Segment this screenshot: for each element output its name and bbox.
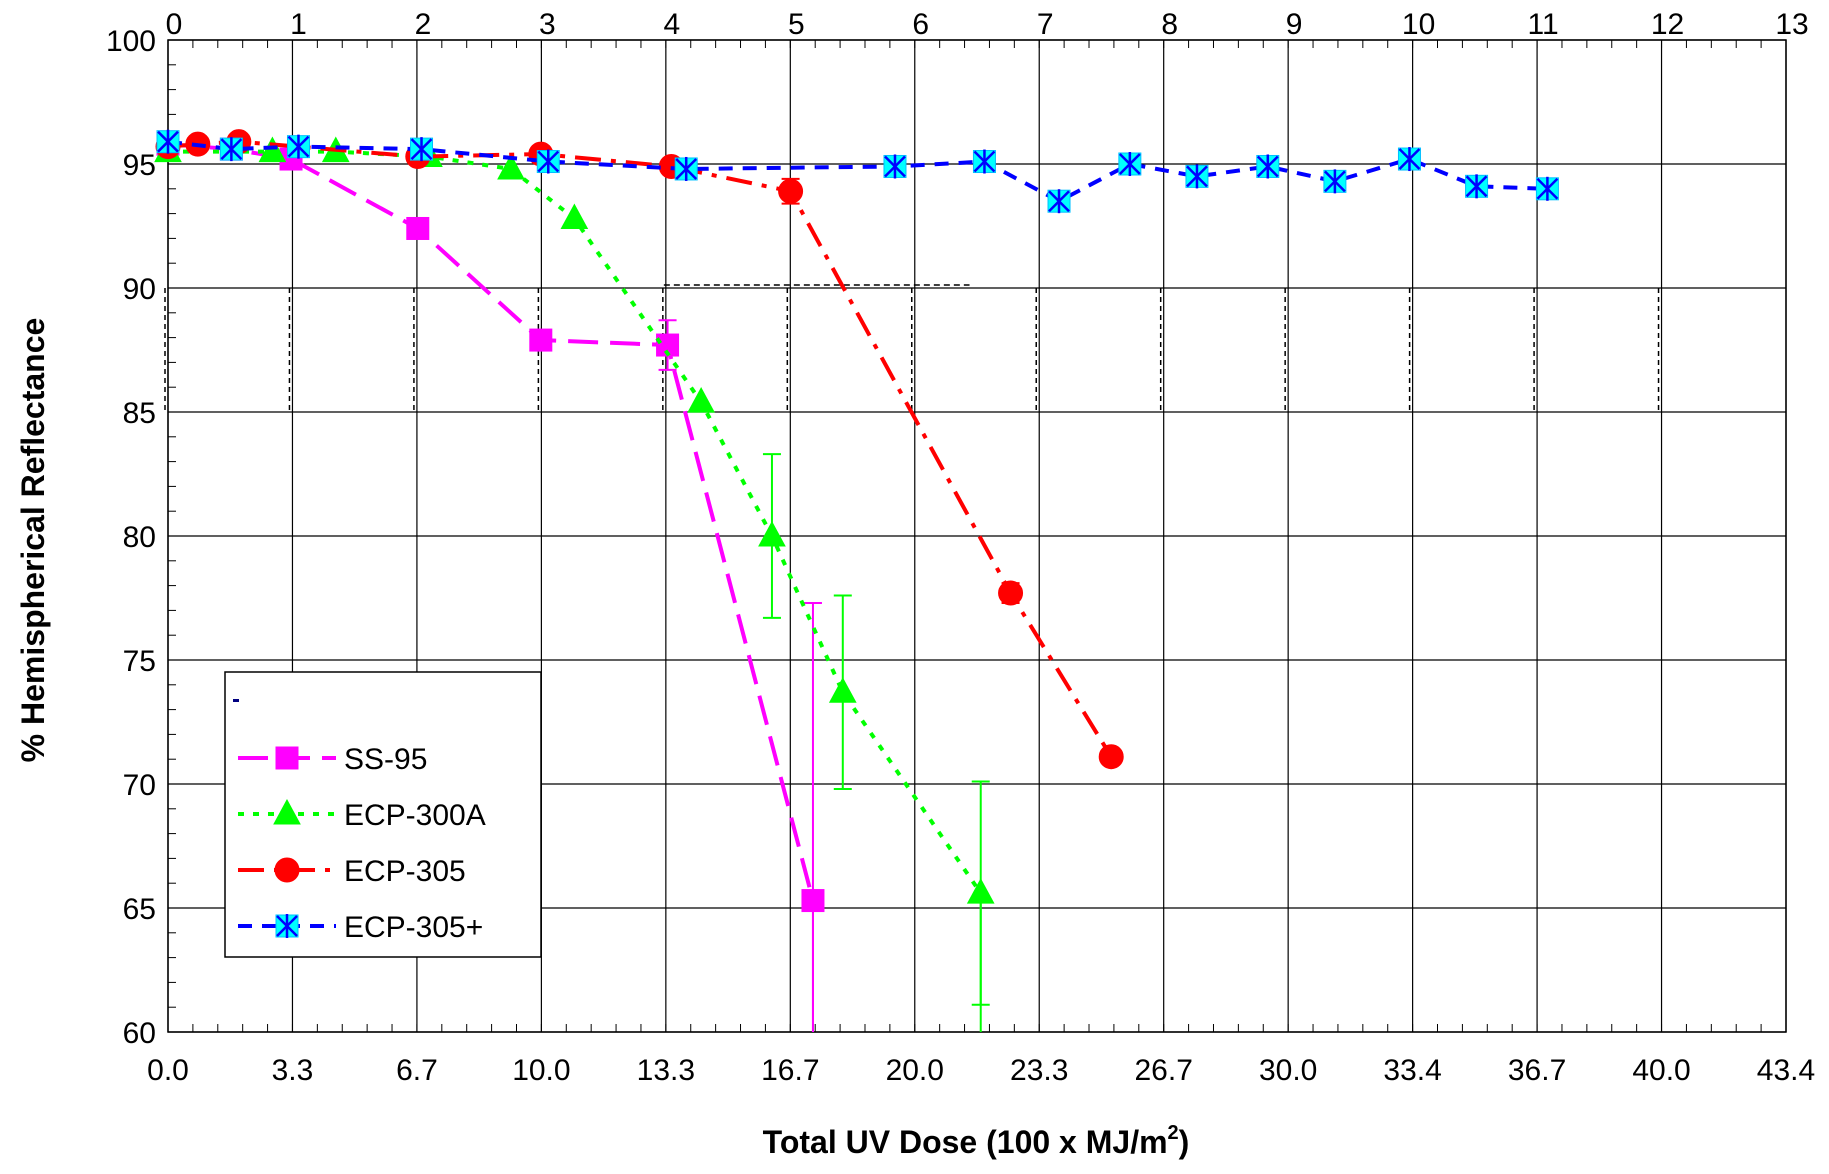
dashed-guide-layer [164,284,1660,412]
y-axis-title: % Hemispherical Reflectance [15,318,51,763]
data-point [972,149,996,174]
top-tick-label: 6 [912,8,929,41]
x-tick-label: 36.7 [1508,1054,1566,1087]
y-tick-label: 100 [106,25,156,58]
tick-label-layer: 0.0 3.3 6.7 10.0 13.3 16.7 20.0 23.3 26.7 30.0 33.… [106,8,1815,1087]
legend-artifact-mark [233,699,239,702]
data-point [1535,176,1559,201]
data-point [1185,164,1209,189]
legend-entry: ECP-305+ [238,911,483,944]
x-tick-label: 16.7 [761,1054,819,1087]
data-point [778,178,804,204]
legend-entry: SS-95 [238,743,427,776]
data-point [687,387,715,413]
x-tick-label: 26.7 [1134,1054,1192,1087]
data-point [275,914,299,938]
data-point [275,746,299,770]
x-tick-label: 3.3 [272,1054,314,1087]
plot-frame [167,39,1787,1033]
x-tick-label: 10.0 [512,1054,570,1087]
data-point [1465,174,1489,199]
x-tick-label: 20.0 [886,1054,944,1087]
legend-label: ECP-305+ [344,911,483,944]
top-tick-label: 5 [788,8,805,41]
data-point [1098,744,1124,770]
data-point [219,137,243,162]
data-point [674,156,698,181]
data-point [273,798,301,825]
y-tick-label: 90 [123,273,156,306]
top-tick-label: 8 [1161,8,1178,41]
y-tick-label: 95 [123,149,156,182]
legend-box [224,671,542,958]
y-tick-label: 65 [123,893,156,926]
x-tick-label: 33.4 [1383,1054,1441,1087]
data-point [156,129,180,154]
y-tick-label: 70 [123,769,156,802]
data-point [998,580,1024,606]
top-tick-label: 1 [290,8,307,41]
data-point [274,857,300,883]
x-axis-title-main: Total UV Dose (100 x MJ/m [763,1124,1168,1160]
top-tick-label: 10 [1402,8,1435,41]
legend-entry: ECP-305 [238,855,466,888]
data-point [406,216,430,240]
x-tick-label: 0.0 [147,1054,189,1087]
top-tick-label: 3 [539,8,556,41]
legend-label: ECP-305 [344,855,466,888]
x-tick-label: 40.0 [1632,1054,1690,1087]
data-point [410,137,434,162]
data-point [529,328,553,352]
data-point [286,134,310,159]
data-point [536,149,560,174]
data-point [560,203,589,230]
top-tick-label: 7 [1037,8,1054,41]
data-point [1047,189,1071,214]
x-tick-label: 23.3 [1010,1054,1068,1087]
legend-label: ECP-300A [344,799,486,832]
data-point [1397,147,1421,172]
top-tick-label: 9 [1286,8,1303,41]
legend-entry: ECP-300A [238,798,486,832]
data-point [497,153,525,180]
y-tick-label: 85 [123,397,156,430]
x-tick-label: 30.0 [1259,1054,1317,1087]
top-tick-label: 12 [1651,8,1684,41]
series-ecp-305- [156,129,1559,214]
top-tick-label: 11 [1527,8,1558,41]
axis-layer [167,39,1787,1033]
data-point [758,520,786,547]
data-point [1118,152,1142,176]
x-axis-title-end: ) [1179,1124,1190,1160]
y-tick-label: 80 [123,521,156,554]
legend-label: SS-95 [344,743,427,776]
series-layer [154,129,1559,1032]
y-tick-label: 75 [123,645,156,678]
data-point [883,154,907,179]
x-tick-label: 13.3 [637,1054,695,1087]
top-tick-label: 13 [1775,8,1808,41]
data-point [1256,154,1280,179]
top-tick-label: 4 [664,8,681,41]
y-tick-label: 60 [123,1017,156,1050]
x-tick-label: 6.7 [396,1054,438,1087]
top-tick-label: 2 [415,8,432,41]
data-point [1323,169,1347,194]
x-tick-label: 43.4 [1757,1054,1815,1087]
x-axis-title-superscript: 2 [1168,1122,1179,1144]
legend: SS-95 ECP-300A ECP-305 ECP-305+ [224,671,542,958]
top-tick-label: 0 [166,8,183,41]
x-axis-title: Total UV Dose (100 x MJ/m2) [763,1122,1190,1160]
data-point [828,677,857,703]
series-line [167,139,1548,204]
